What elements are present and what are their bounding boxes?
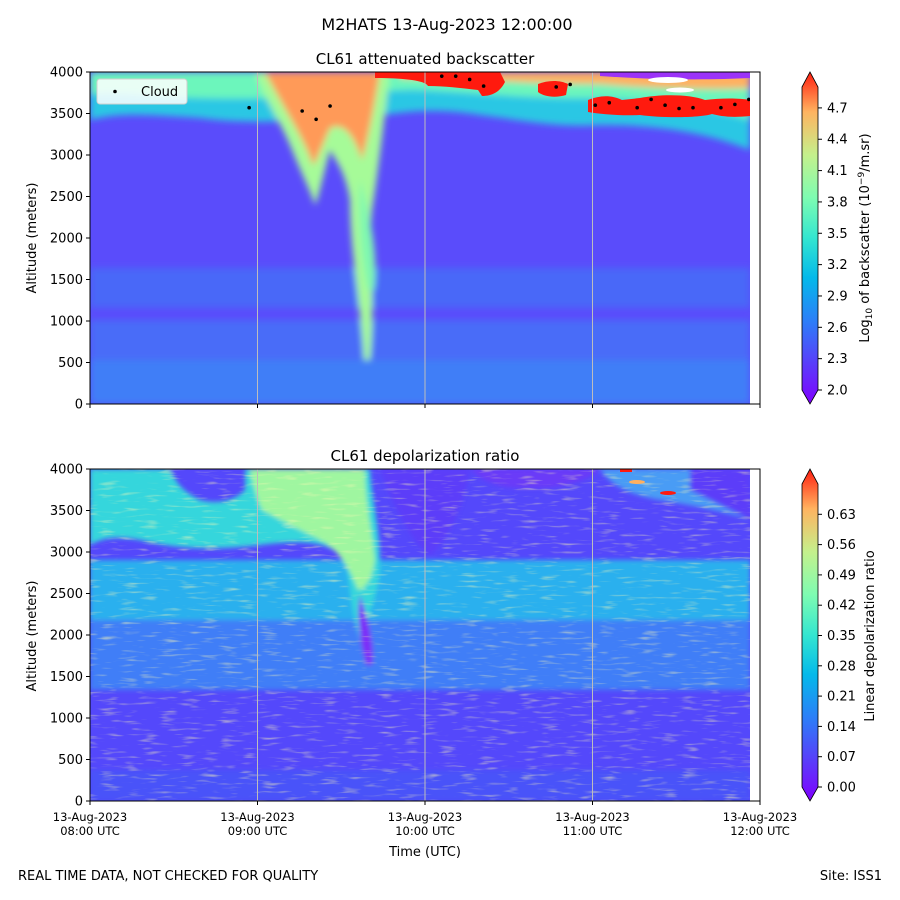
y-tick-label: 2500 bbox=[50, 190, 83, 205]
y-tick-label: 4000 bbox=[50, 463, 83, 478]
x-tick-label: 13-Aug-2023 10:00 UTC bbox=[388, 810, 462, 838]
colorbar-tick-label: 3.2 bbox=[827, 258, 848, 273]
colorbar-tick-label: 4.4 bbox=[827, 133, 848, 148]
backscatter-colorbar-label: Log10 of backscatter (10−9/m.sr) bbox=[857, 133, 875, 342]
backscatter-panel: CL61 attenuated backscatter bbox=[25, 50, 875, 413]
cloud-legend-marker bbox=[113, 89, 117, 94]
backscatter-colorbar: 2.0 2.3 2.6 2.9 3.2 3.5 3.8 4.1 4.4 4.7 Log10 of … bbox=[801, 71, 875, 405]
colorbar-tick-label: 3.8 bbox=[827, 195, 848, 210]
cloud-legend-label: Cloud bbox=[141, 85, 178, 100]
depolarization-title: CL61 depolarization ratio bbox=[331, 447, 520, 465]
cloud-point bbox=[467, 77, 472, 82]
cloud-point bbox=[439, 74, 444, 78]
cloud-point bbox=[719, 105, 723, 110]
depolarization-x-axis: 13-Aug-2023 08:00 UTC 13-Aug-2023 09:00 UTC… bbox=[53, 801, 797, 838]
backscatter-title: CL61 attenuated backscatter bbox=[316, 50, 535, 68]
depolarization-xlabel: Time (UTC) bbox=[388, 845, 461, 860]
cloud-point bbox=[568, 82, 572, 87]
y-tick-label: 3500 bbox=[50, 504, 83, 519]
colorbar-tick-label: 4.1 bbox=[827, 164, 848, 179]
colorbar-tick-label: 0.49 bbox=[827, 568, 856, 583]
y-tick-label: 1000 bbox=[50, 315, 83, 330]
cloud-point bbox=[314, 117, 318, 122]
colorbar-tick-label: 0.00 bbox=[827, 781, 856, 796]
colorbar-tick-label: 0.07 bbox=[827, 750, 856, 765]
y-tick-label: 500 bbox=[58, 753, 83, 768]
cloud-point bbox=[607, 100, 612, 105]
depolarization-gridlines bbox=[257, 469, 593, 801]
y-tick-label: 1500 bbox=[50, 273, 83, 288]
cloud-point bbox=[677, 106, 681, 111]
depolarization-y-axis: 0 500 1000 1500 2000 2500 3000 3500 4000 bbox=[50, 463, 90, 810]
y-tick-label: 2000 bbox=[50, 629, 83, 644]
depolarization-colorbar: 0.00 0.07 0.14 0.21 0.28 0.35 0.42 0.49 0.56 0.63… bbox=[801, 468, 878, 802]
colorbar-tick-label: 3.5 bbox=[827, 227, 848, 242]
cloud-point bbox=[733, 102, 737, 107]
cloud-point bbox=[481, 84, 486, 88]
cloud-point bbox=[747, 97, 750, 102]
depolarization-heatmap bbox=[90, 469, 750, 801]
cloud-point bbox=[328, 104, 332, 108]
colorbar-tick-label: 2.0 bbox=[827, 384, 848, 399]
colorbar-tick-label: 2.3 bbox=[827, 352, 848, 367]
depolarization-colorbar-label: Linear depolarization ratio bbox=[863, 550, 878, 721]
y-tick-label: 0 bbox=[75, 795, 83, 810]
site-label: Site: ISS1 bbox=[819, 869, 882, 884]
y-tick-label: 3500 bbox=[50, 107, 83, 122]
colorbar-tick-label: 0.21 bbox=[827, 690, 856, 705]
cloud-point bbox=[453, 74, 458, 78]
y-tick-label: 4000 bbox=[50, 66, 83, 81]
depolarization-panel: CL61 depolarization ratio bbox=[25, 447, 878, 860]
cloud-point bbox=[691, 105, 695, 110]
cloud-legend: Cloud bbox=[96, 78, 188, 105]
x-tick-label: 13-Aug-2023 08:00 UTC bbox=[53, 810, 127, 838]
colorbar-tick-label: 0.56 bbox=[827, 538, 856, 553]
y-tick-label: 1000 bbox=[50, 712, 83, 727]
y-tick-label: 500 bbox=[58, 356, 83, 371]
colorbar-tick-label: 0.35 bbox=[827, 629, 856, 644]
colorbar-tick-label: 0.28 bbox=[827, 659, 856, 674]
cloud-point bbox=[247, 105, 251, 110]
y-tick-label: 2500 bbox=[50, 587, 83, 602]
colorbar-tick-label: 0.42 bbox=[827, 599, 856, 614]
figure-title: M2HATS 13-Aug-2023 12:00:00 bbox=[321, 15, 572, 34]
colorbar-tick-label: 2.9 bbox=[827, 289, 848, 304]
quality-disclaimer: REAL TIME DATA, NOT CHECKED FOR QUALITY bbox=[18, 869, 319, 884]
y-tick-label: 3000 bbox=[50, 149, 83, 164]
cloud-markers bbox=[247, 74, 750, 122]
cloud-point bbox=[300, 109, 304, 113]
backscatter-x-axis bbox=[89, 404, 761, 408]
cloud-point bbox=[554, 85, 559, 89]
cloud-point bbox=[593, 103, 598, 107]
backscatter-heatmap bbox=[90, 72, 750, 404]
colorbar-tick-label: 2.6 bbox=[827, 321, 848, 336]
cloud-point bbox=[663, 103, 667, 107]
backscatter-y-axis: 0 500 1000 1500 2000 2500 3000 3500 4000 bbox=[50, 66, 90, 413]
y-tick-label: 0 bbox=[75, 398, 83, 413]
x-tick-label: 13-Aug-2023 12:00 UTC bbox=[723, 810, 797, 838]
y-tick-label: 2000 bbox=[50, 232, 83, 247]
x-tick-label: 13-Aug-2023 11:00 UTC bbox=[555, 810, 629, 838]
depolarization-ylabel: Altitude (meters) bbox=[25, 581, 40, 692]
colorbar-tick-label: 0.63 bbox=[827, 508, 856, 523]
backscatter-ylabel: Altitude (meters) bbox=[25, 183, 40, 294]
x-tick-label: 13-Aug-2023 09:00 UTC bbox=[220, 810, 294, 838]
colorbar-tick-label: 0.14 bbox=[827, 720, 856, 735]
backscatter-gridlines bbox=[257, 72, 593, 404]
cloud-point bbox=[649, 97, 653, 102]
colorbar-tick-label: 4.7 bbox=[827, 101, 848, 116]
y-tick-label: 3000 bbox=[50, 546, 83, 561]
cloud-point bbox=[635, 105, 639, 110]
y-tick-label: 1500 bbox=[50, 670, 83, 685]
